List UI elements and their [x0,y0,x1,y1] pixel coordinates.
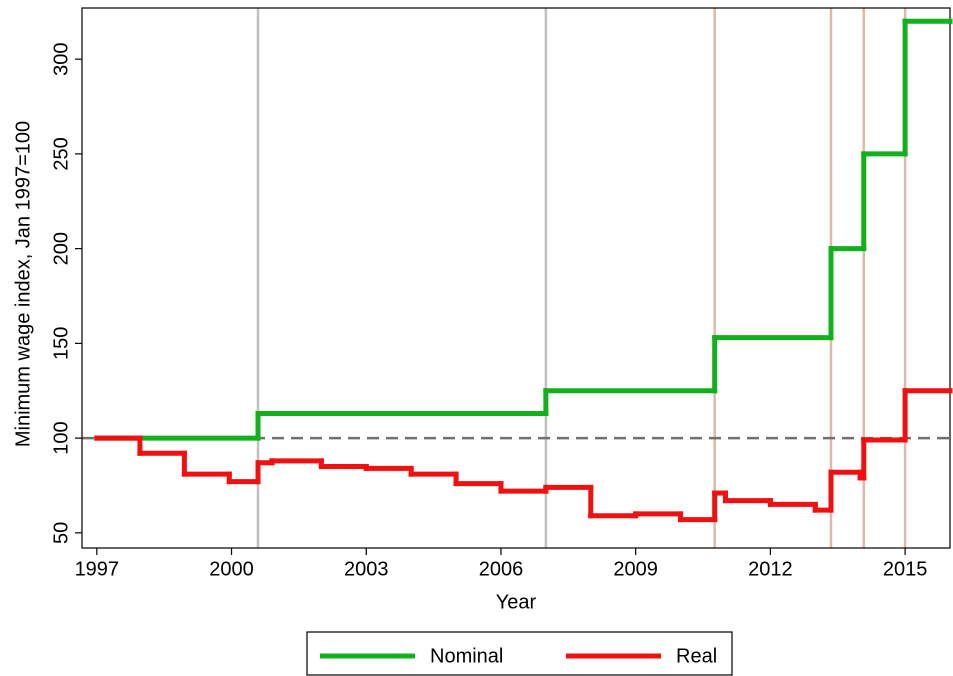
y-tick-label: 250 [50,137,72,170]
y-tick-label: 150 [50,327,72,360]
y-tick-label: 300 [50,42,72,75]
x-tick-label: 1997 [75,558,120,580]
x-tick-label: 2015 [883,558,928,580]
x-tick-label: 2003 [344,558,389,580]
x-tick-label: 2009 [613,558,658,580]
x-tick-label: 2012 [748,558,793,580]
legend-label: Nominal [430,645,503,667]
y-tick-label: 50 [50,522,72,544]
y-tick-label: 200 [50,232,72,265]
x-axis-label: Year [496,591,537,613]
x-tick-label: 2000 [209,558,254,580]
plot-frame [81,7,951,549]
legend-label: Real [676,645,717,667]
y-axis-label: Minimum wage index, Jan 1997=100 [12,121,34,447]
x-tick-label: 2006 [479,558,524,580]
y-tick-label: 100 [50,421,72,454]
